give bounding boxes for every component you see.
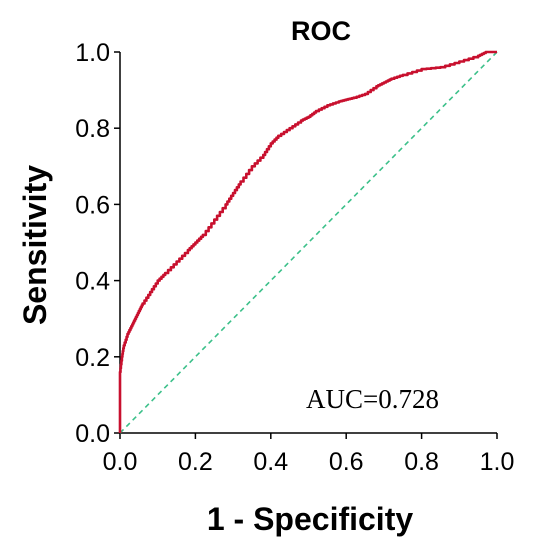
- y-tick-label: 0.4: [75, 268, 110, 296]
- roc-curve-line: [118, 50, 497, 433]
- auc-annotation: AUC=0.728: [306, 384, 439, 414]
- y-tick-label: 0.8: [75, 115, 110, 143]
- x-tick-label: 0.6: [329, 448, 364, 476]
- x-tick-label: 0.8: [404, 448, 439, 476]
- x-ticks: 0.0 0.2 0.4 0.6 0.8 1.0: [103, 433, 515, 476]
- x-tick-label: 0.4: [253, 448, 288, 476]
- x-axis-label: 1 - Specificity: [207, 501, 414, 537]
- x-tick-label: 0.0: [103, 448, 138, 476]
- y-ticks: 0.0 0.2 0.4 0.6 0.8 1.0: [75, 39, 120, 448]
- y-axis-label: Sensitivity: [17, 165, 53, 325]
- x-tick-label: 0.2: [178, 448, 213, 476]
- y-tick-label: 0.6: [75, 191, 110, 219]
- y-tick-label: 0.0: [75, 420, 110, 448]
- y-tick-label: 1.0: [75, 39, 110, 67]
- x-tick-label: 1.0: [480, 448, 515, 476]
- y-tick-label: 0.2: [75, 344, 110, 372]
- chart-title: ROC: [291, 16, 351, 46]
- axes: [119, 52, 497, 434]
- reference-diagonal-line: [119, 51, 498, 434]
